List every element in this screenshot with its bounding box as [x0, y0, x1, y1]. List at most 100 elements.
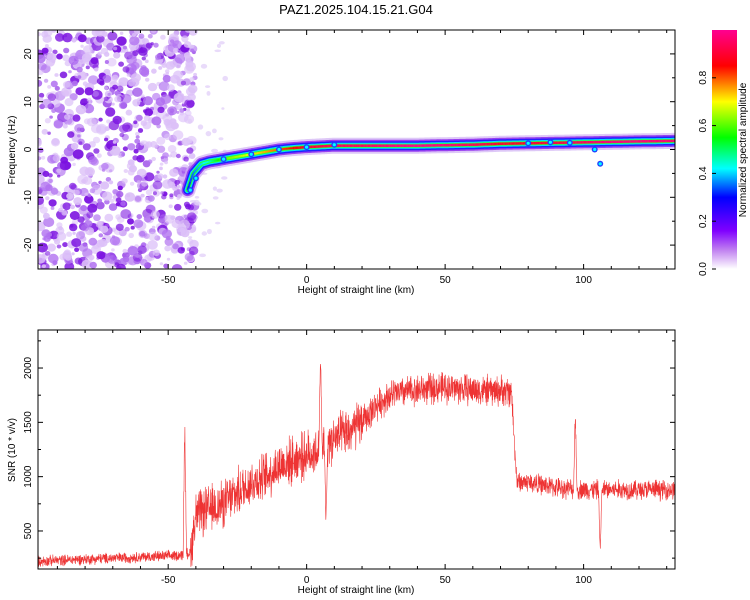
- noise-blob: [167, 145, 177, 153]
- colorbar-tick-label: 0.8: [698, 70, 709, 84]
- noise-blob: [115, 223, 124, 231]
- noise-blob: [168, 204, 173, 209]
- noise-blob: [174, 54, 186, 64]
- noise-blob: [173, 47, 179, 54]
- noise-blob: [105, 107, 116, 117]
- noise-blob: [41, 155, 46, 160]
- noise-blob: [126, 253, 130, 257]
- noise-blob: [145, 77, 150, 82]
- noise-blob: [49, 230, 59, 240]
- noise-blob: [118, 81, 124, 87]
- noise-blob: [102, 191, 113, 201]
- noise-blob: [127, 159, 135, 166]
- noise-blob: [87, 75, 99, 85]
- x-tick-label: 0: [304, 275, 310, 286]
- noise-blob: [160, 34, 166, 40]
- noise-blob: [41, 264, 47, 268]
- noise-blob: [162, 179, 173, 189]
- noise-blob: [96, 34, 105, 43]
- noise-blob: [82, 81, 88, 86]
- noise-blob: [151, 225, 156, 230]
- noise-blob: [88, 229, 94, 234]
- noise-blob: [151, 116, 162, 126]
- noise-blob: [70, 204, 75, 210]
- noise-blob: [85, 65, 90, 70]
- noise-blob: [38, 254, 46, 264]
- noise-blob: [108, 180, 114, 185]
- noise-blob: [38, 68, 44, 76]
- noise-blob: [201, 231, 207, 236]
- colorbar-tick-label: 0.2: [698, 214, 709, 228]
- noise-blob: [187, 44, 195, 49]
- noise-blob: [39, 206, 48, 214]
- noise-blob: [117, 185, 123, 191]
- noise-blob: [138, 47, 148, 56]
- noise-blob: [218, 41, 225, 45]
- noise-blob: [135, 131, 140, 137]
- noise-blob: [75, 104, 87, 115]
- ridge-blob: [305, 145, 309, 149]
- noise-blob: [221, 107, 225, 110]
- noise-blob: [80, 44, 84, 48]
- noise-blob: [62, 242, 68, 248]
- noise-blob: [72, 149, 84, 160]
- noise-blob: [84, 194, 94, 204]
- noise-blob: [161, 194, 167, 200]
- noise-blob: [221, 176, 228, 180]
- noise-blob: [164, 237, 174, 246]
- noise-blob: [41, 229, 51, 238]
- noise-blob: [48, 178, 53, 183]
- noise-blob: [205, 131, 212, 137]
- noise-blob: [66, 231, 73, 237]
- noise-blob: [122, 122, 133, 132]
- ridge-blob: [568, 141, 572, 145]
- noise-blob: [41, 128, 48, 135]
- noise-blob: [144, 59, 149, 64]
- noise-blob: [51, 138, 60, 146]
- noise-blob: [47, 243, 56, 252]
- x-tick-label: -50: [161, 275, 176, 286]
- noise-blob: [118, 101, 128, 110]
- noise-blob: [155, 54, 162, 60]
- noise-blob: [129, 36, 140, 46]
- noise-blob: [199, 253, 207, 258]
- snr-panel: -50 0 50 100 500 1000 1500 2000 Height of stra…: [7, 329, 676, 596]
- noise-blob: [75, 87, 85, 96]
- ridge-blob: [277, 147, 281, 152]
- noise-blob: [116, 36, 127, 46]
- noise-blob: [195, 202, 202, 206]
- noise-blob: [112, 195, 117, 199]
- noise-blob: [163, 263, 169, 269]
- noise-blob: [101, 162, 109, 170]
- noise-blob: [38, 156, 42, 161]
- noise-blob: [128, 30, 139, 36]
- noise-blob: [122, 146, 128, 152]
- spectrogram-content: [38, 30, 675, 269]
- noise-blob: [187, 238, 194, 245]
- noise-blob: [211, 148, 219, 153]
- noise-blob: [44, 44, 49, 48]
- noise-blob: [140, 65, 147, 71]
- noise-blob: [38, 175, 45, 184]
- noise-blob: [150, 210, 160, 219]
- noise-blob: [75, 231, 86, 240]
- noise-blob: [172, 243, 179, 250]
- noise-blob: [124, 226, 130, 232]
- y-tick-label: -20: [23, 237, 34, 252]
- noise-blob: [156, 136, 166, 145]
- colorbar-ticks: 0.0 0.2 0.4 0.6 0.8: [698, 70, 716, 276]
- noise-blob: [186, 97, 192, 101]
- noise-blob: [69, 182, 77, 190]
- noise-blob: [46, 52, 57, 62]
- noise-blob: [166, 84, 175, 92]
- noise-blob: [136, 214, 143, 220]
- noise-blob: [103, 86, 109, 90]
- noise-blob: [150, 30, 157, 33]
- noise-blob: [187, 204, 195, 211]
- noise-blob: [59, 160, 71, 171]
- colorbar-tick-label: 0.0: [698, 262, 709, 276]
- noise-blob: [71, 37, 77, 43]
- noise-blob: [95, 220, 104, 229]
- noise-blob: [205, 85, 211, 88]
- noise-blob: [72, 162, 76, 167]
